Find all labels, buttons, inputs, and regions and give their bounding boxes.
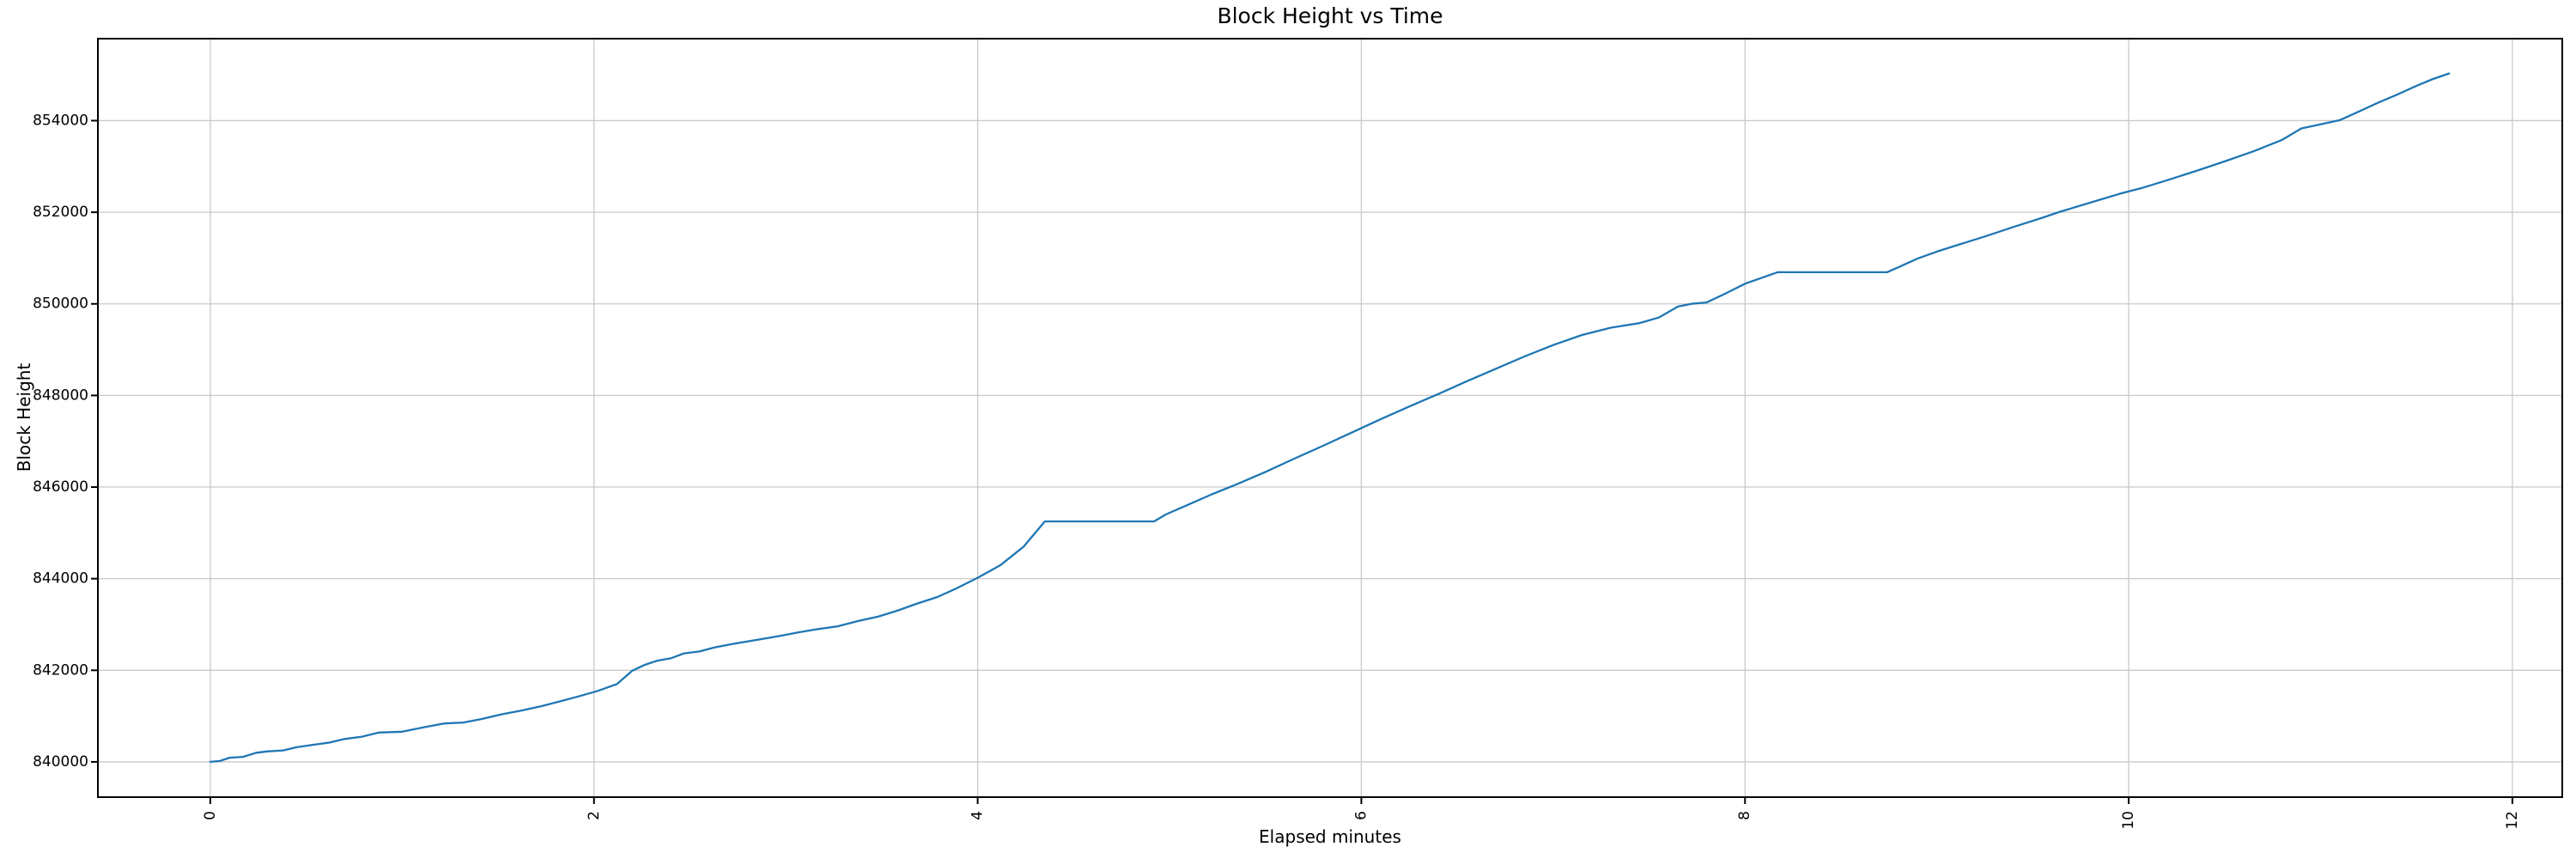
plot-border xyxy=(97,38,2563,798)
y-tick-label: 850000 xyxy=(33,295,88,313)
x-tick-label: 8 xyxy=(1736,811,1753,820)
y-tick-label: 854000 xyxy=(33,112,88,129)
chart-title: Block Height vs Time xyxy=(1217,3,1443,28)
x-tick-label: 6 xyxy=(1352,811,1370,820)
y-tick-label: 842000 xyxy=(33,661,88,679)
x-axis-label: Elapsed minutes xyxy=(1259,826,1401,847)
x-tick-label: 4 xyxy=(969,811,987,820)
data-line-block-height xyxy=(209,72,2451,764)
y-tick-label: 846000 xyxy=(33,478,88,496)
y-tick-label: 840000 xyxy=(33,753,88,771)
x-tick-label: 2 xyxy=(586,811,603,820)
x-tick-label: 10 xyxy=(2120,811,2137,830)
x-tick-label: 12 xyxy=(2504,811,2521,830)
y-tick-label: 844000 xyxy=(33,570,88,588)
x-tick-label: 0 xyxy=(202,811,219,820)
y-tick-label: 848000 xyxy=(33,387,88,404)
y-tick-label: 852000 xyxy=(33,204,88,221)
